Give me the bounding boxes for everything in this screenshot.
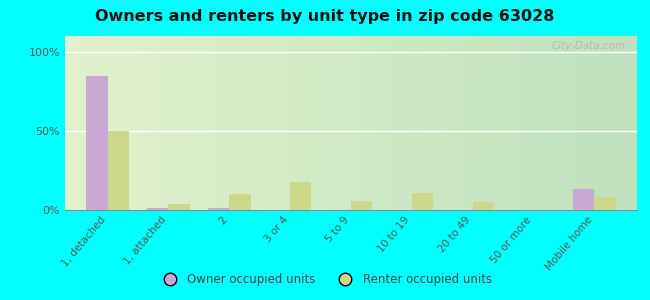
Bar <box>473 202 494 210</box>
Bar <box>594 197 616 210</box>
Bar <box>168 204 190 210</box>
Bar <box>229 194 251 210</box>
Bar <box>412 193 433 210</box>
Bar <box>86 76 108 210</box>
Bar <box>147 208 168 210</box>
Bar <box>290 182 311 210</box>
Text: Owners and renters by unit type in zip code 63028: Owners and renters by unit type in zip c… <box>96 9 554 24</box>
Bar <box>351 200 372 210</box>
Legend: Owner occupied units, Renter occupied units: Owner occupied units, Renter occupied un… <box>153 269 497 291</box>
Bar <box>208 208 229 210</box>
Bar <box>108 131 129 210</box>
Text: City-Data.com: City-Data.com <box>551 41 625 51</box>
Bar <box>573 189 594 210</box>
